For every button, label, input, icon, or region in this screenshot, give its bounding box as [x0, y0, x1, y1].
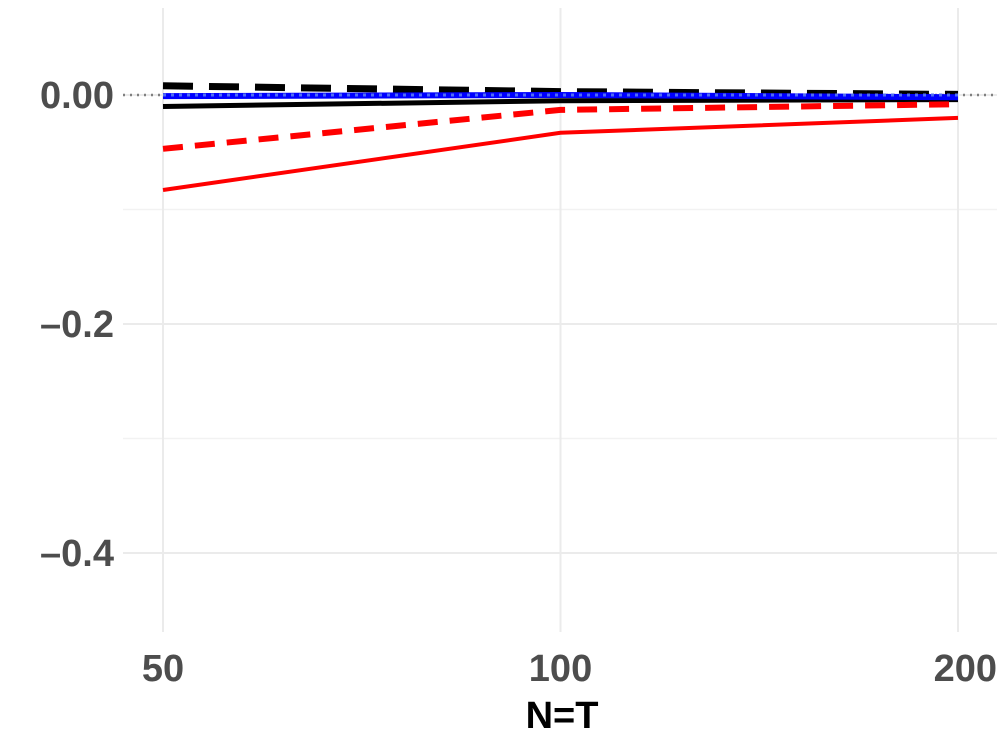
series-line-6 — [162, 115, 959, 192]
y-tick-label: –0.2 — [40, 304, 114, 346]
x-tick-labels: 50 100 200 — [142, 648, 997, 690]
x-tick-label: 100 — [529, 648, 592, 690]
series-line-2 — [162, 97, 959, 109]
x-axis-title: N=T — [526, 695, 599, 737]
y-tick-label: –0.4 — [40, 533, 114, 575]
y-tick-label: 0.00 — [40, 75, 114, 117]
series-layer — [162, 82, 959, 192]
y-tick-labels: 0.00 –0.2 –0.4 — [40, 75, 114, 575]
x-tick-label: 50 — [142, 648, 184, 690]
series-line-3 — [162, 91, 959, 101]
series-line-1 — [162, 82, 959, 98]
x-tick-label: 200 — [934, 648, 997, 690]
series-line-5 — [162, 101, 959, 152]
